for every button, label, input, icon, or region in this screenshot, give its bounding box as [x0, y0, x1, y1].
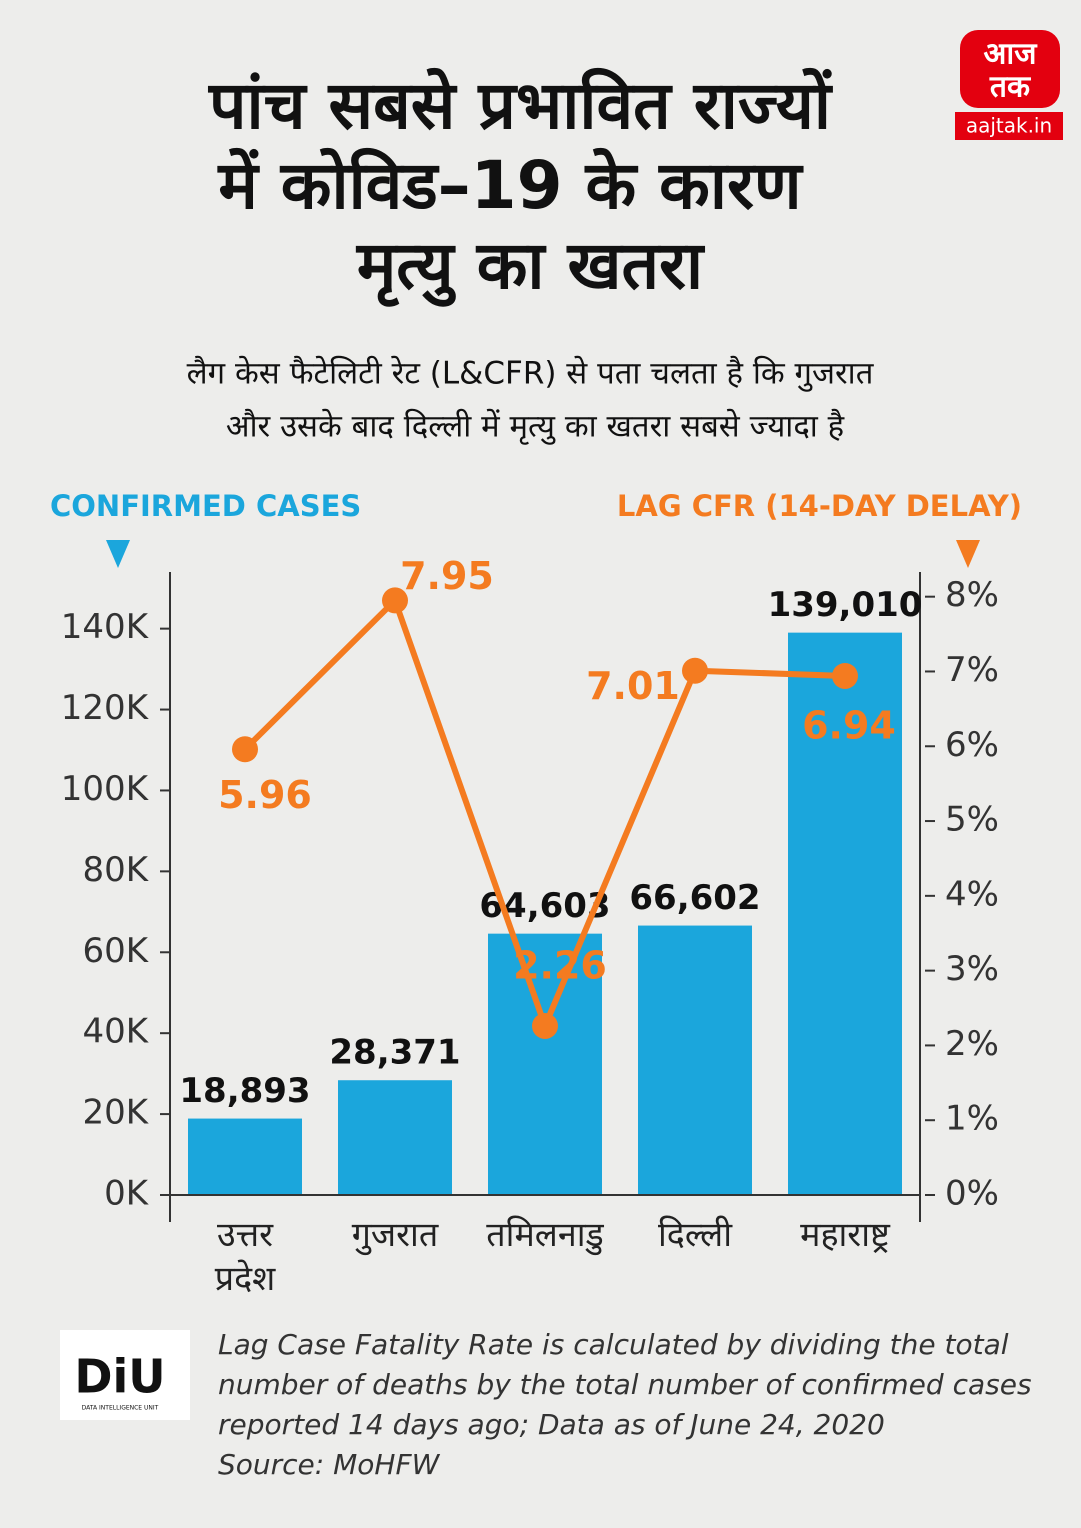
x-tick-label: दिल्ली — [657, 1215, 733, 1255]
logo-text: तक — [989, 70, 1031, 105]
note-line: Source: MoHFW — [218, 1448, 441, 1481]
note-line: Lag Case Fatality Rate is calculated by … — [218, 1328, 1009, 1361]
cfr-value-label: 5.96 — [218, 773, 312, 817]
cfr-value-label: 7.01 — [586, 664, 680, 708]
bar — [638, 925, 752, 1195]
y-tick-label: 0K — [104, 1174, 150, 1214]
bar-value-label: 18,893 — [179, 1071, 310, 1111]
cfr-value-label: 2.26 — [513, 943, 607, 987]
diu-name: DATA INTELLIGENCE UNIT — [82, 1405, 159, 1412]
y-tick-label: 140K — [61, 607, 150, 647]
note-line: reported 14 days ago; Data as of June 24… — [218, 1408, 885, 1441]
x-tick-label: गुजरात — [351, 1215, 439, 1255]
cfr-point — [682, 657, 708, 684]
title-line: पांच सबसे प्रभावित राज्यों — [207, 67, 834, 144]
site-bg — [955, 112, 1063, 140]
logo-text: आज — [984, 37, 1039, 72]
axis-marker — [956, 540, 980, 568]
cfr-point — [232, 736, 258, 763]
cfr-point — [532, 1012, 558, 1039]
note-line: number of deaths by the total number of … — [218, 1368, 1032, 1401]
x-tick-label: उत्तर प्रदेश — [214, 1215, 276, 1299]
y-tick-label: 80K — [82, 850, 149, 890]
bar-value-label: 139,010 — [768, 585, 923, 625]
bar-value-label: 28,371 — [329, 1033, 460, 1073]
y2-tick-label: 5% — [945, 800, 999, 840]
bar — [788, 632, 902, 1195]
cfr-value-label: 7.95 — [400, 554, 494, 598]
bar — [338, 1080, 452, 1195]
title-line: मृत्यु का खतरा — [355, 227, 706, 307]
site-text: aajtak.in — [966, 114, 1052, 138]
bar — [488, 933, 602, 1195]
logo-bg — [960, 30, 1060, 108]
x-tick-label: महाराष्ट्र — [800, 1215, 890, 1255]
subtitle-line: और उसके बाद दिल्ली में मृत्यु का खतरा सब… — [226, 409, 845, 446]
y-tick-label: 120K — [61, 688, 150, 728]
cfr-point — [832, 662, 858, 689]
y2-tick-label: 4% — [945, 874, 999, 914]
bar — [188, 1118, 302, 1195]
y2-axis-label: LAG CFR (14-DAY DELAY) — [617, 489, 1022, 523]
y2-tick-label: 7% — [945, 650, 999, 690]
y-axis-label: CONFIRMED CASES — [50, 489, 361, 523]
bar-value-label: 66,602 — [629, 878, 760, 918]
y-tick-label: 20K — [82, 1093, 149, 1133]
y2-tick-label: 8% — [945, 575, 999, 615]
y2-tick-label: 3% — [945, 949, 999, 989]
diu-logo: DiU — [74, 1350, 165, 1404]
y-tick-label: 40K — [82, 1012, 149, 1052]
y2-tick-label: 6% — [945, 725, 999, 765]
y-tick-label: 100K — [61, 769, 150, 809]
y2-tick-label: 1% — [945, 1099, 999, 1139]
subtitle-line: लैग केस फैटेलिटी रेट (L&CFR) से पता चलता… — [187, 356, 875, 393]
x-tick-label: तमिलनाडु — [486, 1215, 604, 1255]
y2-tick-label: 2% — [945, 1024, 999, 1064]
axis-marker — [106, 540, 130, 568]
diu-logo-bg — [60, 1330, 190, 1420]
title-line: में कोविड–19 के कारण — [216, 147, 804, 224]
cfr-point — [382, 587, 408, 614]
cfr-value-label: 6.94 — [802, 703, 896, 747]
y-tick-label: 60K — [82, 931, 149, 971]
y2-tick-label: 0% — [945, 1174, 999, 1214]
